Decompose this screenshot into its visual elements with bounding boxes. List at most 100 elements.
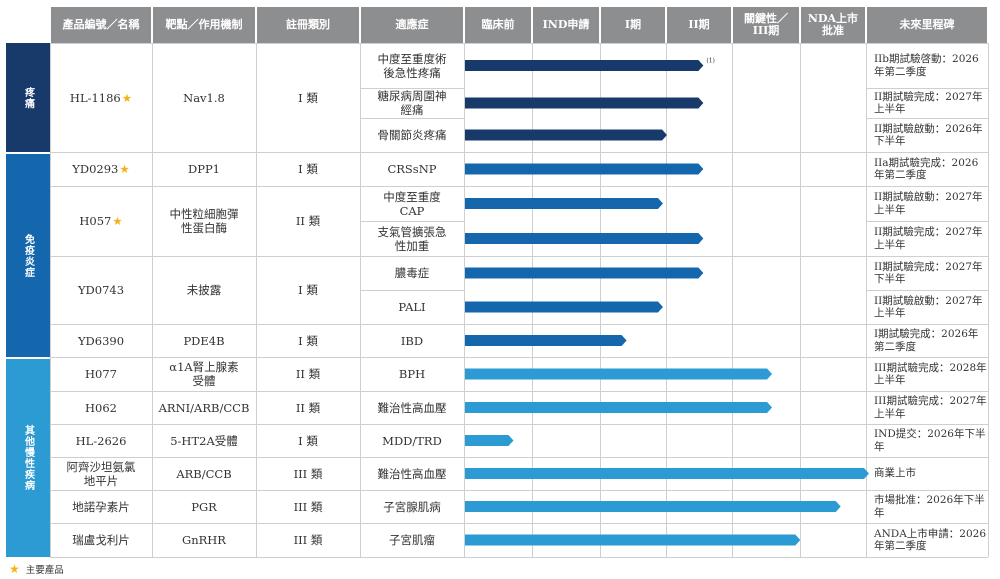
product-name-text: H062	[85, 400, 117, 415]
product-name: 瑞盧戈利片	[50, 523, 152, 557]
milestone: II期試驗完成：2027年下半年	[874, 260, 983, 286]
progress-bar	[465, 163, 704, 175]
milestone: II期試驗啟動：2026年下半年	[874, 122, 983, 148]
milestone: II期試驗啟動：2027年上半年	[874, 294, 983, 320]
legend: ★ 主要產品	[8, 562, 64, 576]
indication: 骨關節炎疼痛	[377, 128, 447, 142]
grid-hline	[50, 43, 988, 44]
indication: 中度至重度CAP	[383, 189, 441, 218]
indication: PALI	[398, 300, 426, 314]
footnote-marker: (1)	[706, 58, 715, 65]
registration-class: I 類	[298, 433, 318, 448]
registration-class: III 類	[293, 466, 323, 481]
grid-hline	[866, 118, 988, 119]
grid-hline	[866, 88, 988, 89]
product-name: H062	[50, 391, 152, 424]
indication: CRSsNP	[387, 162, 437, 176]
header-nda: NDA上市批准	[801, 7, 865, 43]
grid-vline	[732, 43, 733, 557]
progress-bar	[465, 60, 704, 71]
product-name: HL-2626	[50, 424, 152, 457]
header-label: 適應症	[395, 18, 429, 31]
grid-hline	[50, 523, 988, 524]
progress-bar	[465, 501, 841, 512]
product-name: 阿齊沙坦氨氯地平片	[50, 457, 152, 490]
grid-hline	[50, 256, 988, 257]
product-name-text: H077	[85, 367, 117, 381]
grid-hline	[50, 391, 988, 392]
target-mechanism: Nav1.8	[183, 90, 225, 105]
header-phase1: I期	[601, 7, 665, 43]
target-mechanism: ARNI/ARB/CCB	[158, 400, 250, 415]
milestone: II期試驗完成：2027年上半年	[874, 90, 983, 116]
indication: IBD	[400, 333, 424, 348]
category-label: 疼痛	[22, 86, 34, 109]
header-label: NDA上市批准	[807, 12, 859, 37]
target-mechanism: 中性粒細胞彈性蛋白酶	[169, 207, 239, 235]
target-mechanism: DPP1	[187, 162, 220, 176]
target-mechanism: 5-HT2A受體	[170, 433, 238, 448]
star-icon: ★	[121, 90, 133, 105]
target-mechanism: α1A腎上腺素受體	[169, 360, 239, 388]
milestone: 市場批准：2026年下半年	[874, 494, 985, 519]
product-name-text: H057	[79, 214, 112, 228]
grid-hline	[50, 186, 988, 187]
grid-hline	[360, 290, 464, 291]
grid-vline	[800, 43, 801, 557]
registration-class: I 類	[298, 333, 318, 348]
target-mechanism: PGR	[191, 499, 217, 514]
grid-vline	[152, 43, 153, 557]
indication: 中度至重度術後急性疼痛	[377, 51, 447, 80]
header-label: II期	[688, 18, 710, 31]
product-name-text: HL-1186	[69, 90, 121, 105]
grid-hline	[360, 221, 464, 222]
milestone: I期試驗完成：2026年第二季度	[874, 328, 979, 353]
grid-hline	[50, 490, 988, 491]
progress-bar	[465, 468, 869, 479]
product-name: YD6390	[50, 324, 152, 357]
legend-label: 主要產品	[25, 565, 64, 576]
product-name: YD0293 ★	[50, 152, 152, 186]
grid-vline	[50, 43, 51, 557]
star-icon: ★	[119, 162, 130, 176]
registration-class: III 類	[293, 499, 323, 514]
category-label: 其他慢性疾病	[22, 425, 34, 491]
grid-vline	[666, 43, 667, 557]
milestone: IND提交：2026年下半年	[874, 428, 986, 453]
registration-class: II 類	[295, 367, 321, 381]
product-name-text: 瑞盧戈利片	[72, 533, 130, 547]
grid-hline	[50, 457, 988, 458]
target-mechanism: GnRHR	[182, 533, 226, 547]
progress-bar	[465, 233, 704, 244]
product-name-text: YD0293	[72, 162, 119, 176]
product-name: HL-1186 ★	[50, 43, 152, 152]
progress-bar	[465, 301, 663, 313]
category-1: 疼痛	[6, 43, 50, 152]
product-name-text: YD6390	[77, 333, 125, 348]
header-label: 註冊類別	[286, 18, 330, 31]
grid-hline	[866, 221, 988, 222]
header-preclinical: 臨床前	[465, 7, 531, 43]
grid-hline	[50, 152, 988, 153]
indication: MDD/TRD	[382, 433, 442, 448]
indication: 膿毒症	[394, 266, 430, 280]
progress-bar	[465, 435, 514, 446]
grid-vline	[360, 43, 361, 557]
registration-class: II 類	[295, 400, 321, 415]
registration-class: I 類	[298, 90, 318, 105]
header-phase2: II期	[667, 7, 731, 43]
target-mechanism: ARB/CCB	[176, 466, 232, 481]
milestone: III期試驗完成：2027年上半年	[874, 395, 987, 420]
grid-vline	[988, 43, 989, 557]
progress-bar	[465, 129, 667, 141]
header-indication: 適應症	[361, 7, 463, 43]
registration-class: I 類	[298, 283, 318, 297]
grid-hline	[866, 290, 988, 291]
progress-bar	[465, 534, 801, 546]
grid-vline	[866, 43, 867, 557]
header-label: 臨床前	[481, 18, 515, 31]
indication: 難治性高血壓	[377, 466, 447, 481]
grid-vline	[256, 43, 257, 557]
product-name: 地諾孕素片	[50, 490, 152, 523]
